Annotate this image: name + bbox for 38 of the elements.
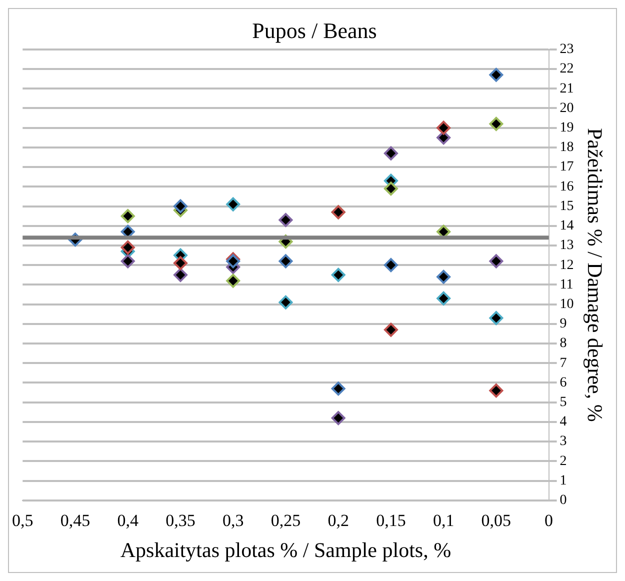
- x-tick-label: 0,3: [222, 511, 244, 530]
- x-tick-label: 0,05: [481, 511, 512, 530]
- y-tick-label: 8: [560, 336, 567, 352]
- y-tick-label: 13: [560, 238, 574, 254]
- y-tick-label: 4: [560, 414, 567, 430]
- y-tick-label: 2: [560, 454, 567, 469]
- y-tick-label: 16: [560, 179, 574, 194]
- y-tick-label: 9: [560, 316, 567, 332]
- x-tick-label: 0,15: [376, 511, 406, 530]
- y-tick-label: 1: [560, 473, 567, 488]
- y-tick-label: 21: [560, 81, 574, 96]
- x-tick-label: 0,1: [432, 511, 454, 530]
- x-tick-label: 0: [544, 511, 554, 530]
- y-tick-label: 11: [560, 277, 574, 292]
- y-tick-label: 15: [560, 198, 574, 214]
- y-tick-label: 6: [560, 375, 567, 390]
- y-tick-label: 18: [560, 140, 574, 156]
- x-tick-label: 0,25: [270, 511, 301, 530]
- y-tick-label: 19: [560, 120, 574, 136]
- chart-title: Pupos / Beans: [252, 18, 377, 43]
- y-axis-title: Pažeidimas % / Damage degree, %: [582, 128, 607, 422]
- y-tick-label: 10: [560, 296, 574, 312]
- x-tick-label: 0,4: [117, 511, 139, 530]
- y-tick-label: 0: [560, 493, 567, 508]
- x-axis-title: Apskaitytas plotas % / Sample plots, %: [120, 538, 452, 562]
- y-tick-label: 23: [560, 42, 574, 58]
- y-tick-label: 12: [560, 258, 574, 273]
- y-tick-label: 20: [560, 100, 574, 116]
- y-tick-label: 7: [560, 356, 567, 371]
- x-tick-label: 0,2: [328, 511, 349, 530]
- y-tick-label: 3: [560, 434, 567, 450]
- x-tick-label: 0,35: [166, 511, 196, 530]
- y-tick-label: 17: [560, 160, 574, 175]
- x-tick-label: 0,5: [12, 511, 34, 530]
- x-tick-label: 0,45: [60, 511, 90, 530]
- y-tick-label: 5: [560, 395, 567, 410]
- y-tick-label: 22: [560, 62, 574, 77]
- y-tick-label: 14: [560, 218, 574, 234]
